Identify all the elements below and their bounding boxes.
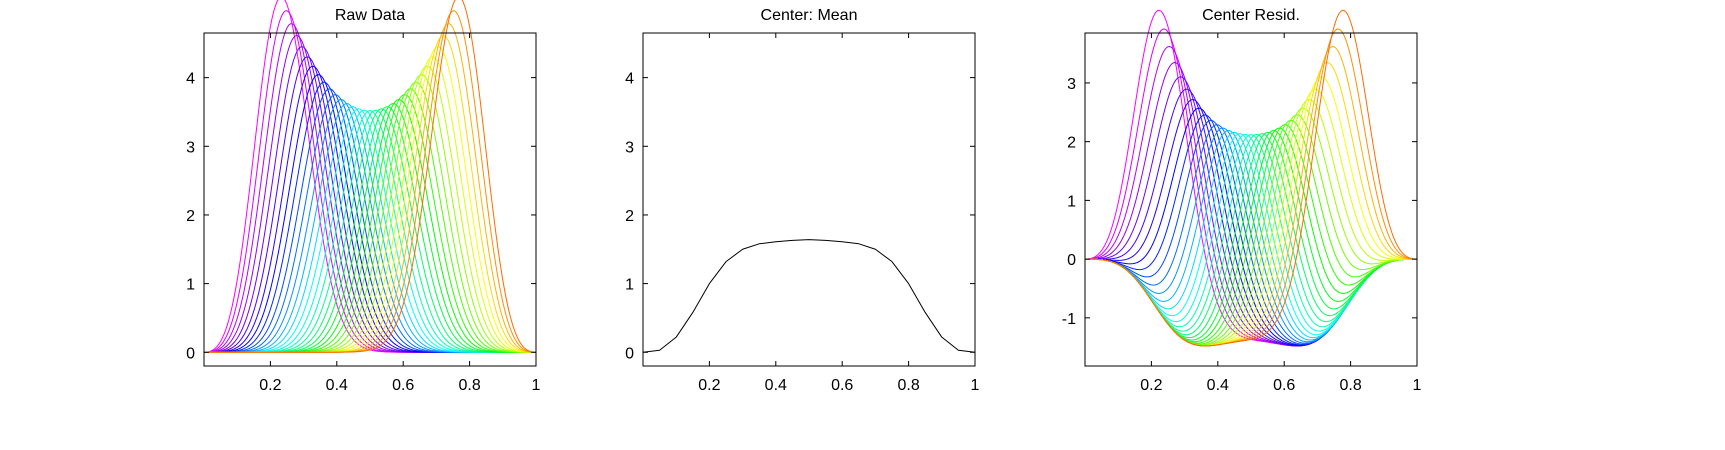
raw-data-series-line — [203, 10, 536, 353]
y-tick-label: 0 — [186, 345, 195, 362]
residual-series-line — [1085, 124, 1417, 344]
x-tick-label: 0.2 — [259, 377, 281, 394]
y-tick-label: 1 — [186, 277, 195, 294]
center-resid-plot-area — [1084, 32, 1418, 367]
y-tick-label: 3 — [186, 139, 195, 156]
residual-series-line — [1085, 9, 1418, 347]
x-tick-label: 0.4 — [326, 377, 348, 394]
center-resid-ticks — [1085, 33, 1418, 366]
y-tick-label: 2 — [625, 208, 634, 225]
y-tick-label: 3 — [1067, 76, 1076, 93]
raw-data-series-line — [203, 23, 536, 353]
center-mean-tick-labels: 0.2 0.4 0.6 0.8 1 0 1 2 3 4 — [625, 71, 979, 394]
y-tick-label: 3 — [625, 139, 634, 156]
y-tick-label: 4 — [186, 71, 195, 88]
y-tick-label: 2 — [1067, 135, 1076, 152]
raw-data-series-line — [204, 23, 537, 353]
mean-series-line — [642, 239, 976, 353]
x-tick-label: 0.2 — [698, 377, 720, 394]
x-tick-label: 0.6 — [1273, 377, 1295, 394]
raw-data-plot-area — [203, 32, 537, 367]
center-mean-plot-area — [642, 32, 976, 367]
raw-data-series-line — [204, 106, 536, 353]
y-tick-label: 2 — [186, 208, 195, 225]
center-mean-panel: Center: Mean 0.2 0.4 0.6 0.8 1 0 1 2 3 4 — [625, 7, 979, 394]
chart-title: Raw Data — [335, 7, 405, 24]
y-tick-label: -1 — [1062, 311, 1076, 328]
raw-data-series-line — [203, 0, 536, 353]
residual-series-line — [1085, 134, 1417, 328]
y-tick-label: 0 — [625, 345, 634, 362]
x-tick-label: 0.6 — [392, 377, 414, 394]
raw-data-series-line — [204, 56, 536, 353]
raw-data-ticks — [204, 33, 537, 366]
residual-series-line — [1085, 99, 1417, 347]
x-tick-label: 1 — [971, 377, 980, 394]
x-tick-label: 0.8 — [1339, 377, 1361, 394]
y-tick-label: 4 — [625, 71, 634, 88]
residual-series-line — [1084, 45, 1417, 347]
center-resid-panel: Center Resid. 0.2 0.4 0.6 0.8 1 -1 0 1 2 3 — [1062, 7, 1422, 394]
residual-series-line — [1085, 45, 1418, 347]
chart-title: Center: Mean — [761, 7, 858, 24]
y-tick-label: 0 — [1067, 252, 1076, 269]
center-mean-curves — [642, 239, 976, 353]
x-tick-label: 0.6 — [831, 377, 853, 394]
x-tick-label: 1 — [1413, 377, 1422, 394]
center-resid-curves — [1084, 9, 1418, 347]
x-tick-label: 0.2 — [1140, 377, 1162, 394]
raw-data-series-line — [204, 10, 537, 353]
chart-title: Center Resid. — [1202, 7, 1300, 24]
x-tick-label: 0.4 — [1207, 377, 1229, 394]
x-tick-label: 1 — [532, 377, 541, 394]
center-resid-tick-labels: 0.2 0.4 0.6 0.8 1 -1 0 1 2 3 — [1062, 76, 1422, 394]
raw-data-curves — [203, 0, 537, 353]
x-tick-label: 0.8 — [458, 377, 480, 394]
y-tick-label: 1 — [625, 277, 634, 294]
raw-data-series-line — [204, 106, 536, 353]
raw-data-series-line — [204, 0, 537, 353]
raw-data-series-line — [204, 56, 536, 353]
raw-data-tick-labels: 0.2 0.4 0.6 0.8 1 0 1 2 3 4 — [186, 71, 540, 394]
center-mean-ticks — [643, 33, 976, 366]
raw-data-panel: Raw Data 0.2 0.4 0.6 0.8 1 0 1 2 3 4 — [186, 0, 541, 394]
x-tick-label: 0.8 — [897, 377, 919, 394]
y-tick-label: 1 — [1067, 193, 1076, 210]
x-tick-label: 0.4 — [765, 377, 787, 394]
